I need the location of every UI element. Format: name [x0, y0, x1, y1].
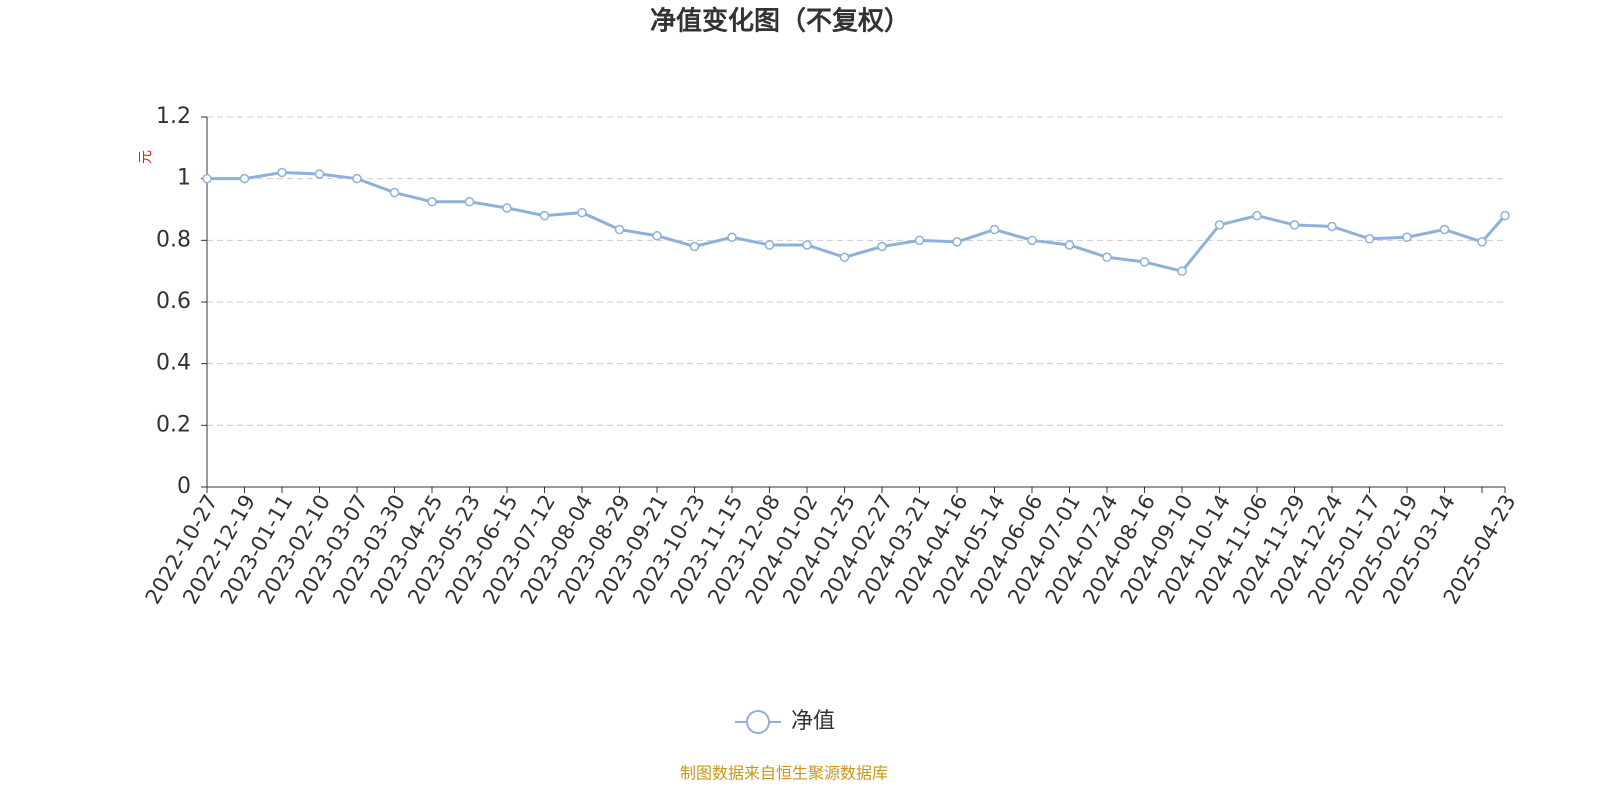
point: [989, 224, 1000, 235]
point: [1214, 220, 1225, 230]
point: [727, 232, 737, 242]
y-tick-label: 0.4: [156, 351, 191, 376]
point: [577, 207, 587, 218]
point: [239, 173, 250, 184]
point: [1327, 221, 1337, 232]
y-tick-label: 1: [177, 166, 191, 191]
series-line: [207, 170, 1507, 273]
legend-label: 净值: [791, 709, 835, 734]
point: [1102, 252, 1112, 263]
point: [839, 252, 850, 263]
point: [952, 237, 962, 247]
point: [1402, 232, 1412, 242]
chart-title: 净值变化图（不复权）: [650, 6, 910, 37]
point: [1177, 266, 1187, 276]
point: [914, 235, 925, 246]
point: [1064, 240, 1075, 250]
y-tick-label: 1.2: [156, 104, 191, 129]
point: [1252, 210, 1262, 221]
point: [1027, 235, 1037, 246]
point: [502, 203, 512, 213]
y-tick-label: 0.2: [156, 412, 191, 437]
point: [614, 224, 625, 235]
point: [389, 187, 400, 198]
y-tick-label: 0.8: [156, 227, 191, 252]
point: [1439, 224, 1450, 235]
legend-marker: [746, 710, 770, 734]
point: [877, 241, 887, 252]
point: [1364, 234, 1375, 244]
point: [1500, 210, 1510, 221]
point: [1139, 257, 1150, 267]
point: [539, 210, 550, 221]
point: [1289, 220, 1300, 230]
point: [1477, 237, 1487, 247]
point: [427, 197, 437, 207]
y-tick-label: 0.6: [156, 289, 191, 314]
point: [314, 169, 325, 179]
point: [689, 241, 700, 252]
point: [352, 173, 362, 184]
y-axis-label: 元: [138, 150, 154, 164]
point: [802, 240, 812, 250]
y-tick-label: 0: [177, 474, 191, 499]
point: [764, 240, 775, 250]
point: [277, 167, 287, 178]
point: [464, 197, 475, 207]
source-note: 制图数据来自恒生聚源数据库: [680, 764, 888, 783]
point: [652, 230, 662, 241]
point: [202, 173, 212, 184]
